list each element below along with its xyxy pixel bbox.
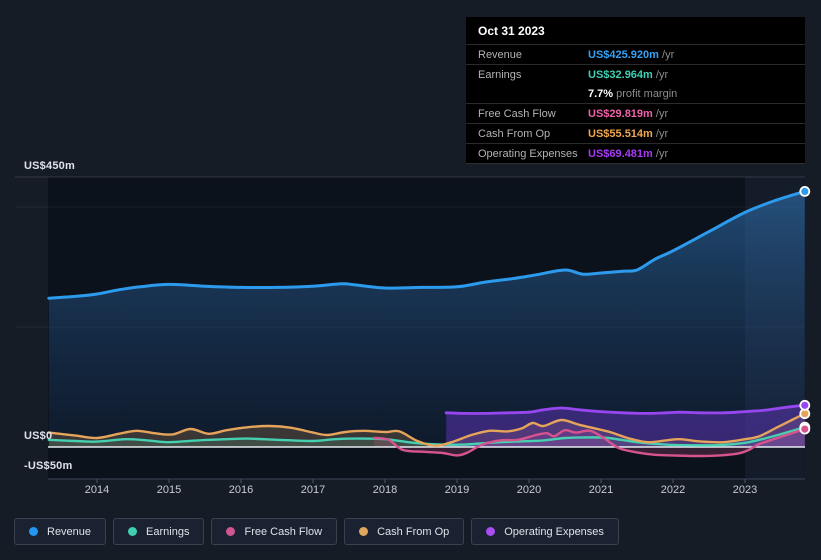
legend-dot	[226, 527, 236, 536]
tooltip-row-revenue: Revenue US$425.920m /yr	[466, 44, 805, 64]
tooltip-row-operating-expenses: Operating Expenses US$69.481m /yr	[466, 143, 805, 163]
tooltip-label: Earnings	[478, 68, 522, 81]
tooltip-value: US$69.481m /yr	[588, 147, 669, 160]
tooltip-row-cash-from-op: Cash From Op US$55.514m /yr	[466, 123, 805, 143]
tooltip-value: US$32.964m /yr	[588, 68, 669, 81]
legend-label: Revenue	[47, 525, 92, 538]
x-axis-label: 2016	[228, 484, 254, 496]
tooltip-label: Revenue	[478, 48, 523, 61]
x-axis-label: 2023	[732, 484, 758, 496]
legend-label: Operating Expenses	[504, 525, 604, 538]
legend-label: Cash From Op	[377, 525, 450, 538]
tooltip-row-earnings: Earnings US$32.964m /yr	[466, 64, 805, 84]
x-axis-label: 2022	[660, 484, 686, 496]
x-axis-label: 2020	[516, 484, 542, 496]
legend-dot	[128, 527, 138, 536]
tooltip-row-profit-margin: 7.7% profit margin	[466, 84, 805, 103]
y-axis-label: US$0	[24, 430, 53, 442]
chart-legend: Revenue Earnings Free Cash Flow Cash From O…	[14, 518, 619, 545]
tooltip-label: Operating Expenses	[478, 147, 578, 160]
x-axis-label: 2019	[444, 484, 470, 496]
tooltip-value: US$425.920m /yr	[588, 48, 675, 61]
tooltip-label: Cash From Op	[478, 127, 551, 140]
x-axis-label: 2021	[588, 484, 614, 496]
legend-dot	[486, 527, 496, 536]
legend-item-earnings[interactable]: Earnings	[113, 518, 205, 545]
tooltip-value: US$55.514m /yr	[588, 127, 669, 140]
x-axis-label: 2014	[84, 484, 110, 496]
x-axis-label: 2017	[300, 484, 326, 496]
tooltip-value: 7.7% profit margin	[588, 87, 678, 100]
legend-item-cash-from-op[interactable]: Cash From Op	[344, 518, 465, 545]
y-axis-label: -US$50m	[24, 460, 73, 472]
legend-item-revenue[interactable]: Revenue	[14, 518, 107, 545]
x-axis-label: 2018	[372, 484, 398, 496]
legend-dot	[29, 527, 38, 536]
chart-tooltip: Oct 31 2023 Revenue US$425.920m /yr Earn…	[466, 17, 805, 164]
legend-label: Free Cash Flow	[244, 525, 323, 538]
tooltip-label: Free Cash Flow	[478, 107, 556, 120]
y-axis-label: US$450m	[24, 160, 75, 172]
legend-label: Earnings	[146, 525, 190, 538]
legend-dot	[359, 527, 369, 536]
legend-item-free-cash-flow[interactable]: Free Cash Flow	[211, 518, 338, 545]
legend-item-operating-expenses[interactable]: Operating Expenses	[471, 518, 619, 545]
x-axis-label: 2015	[156, 484, 182, 496]
tooltip-date: Oct 31 2023	[478, 24, 545, 38]
tooltip-row-free-cash-flow: Free Cash Flow US$29.819m /yr	[466, 103, 805, 123]
tooltip-value: US$29.819m /yr	[588, 107, 669, 120]
